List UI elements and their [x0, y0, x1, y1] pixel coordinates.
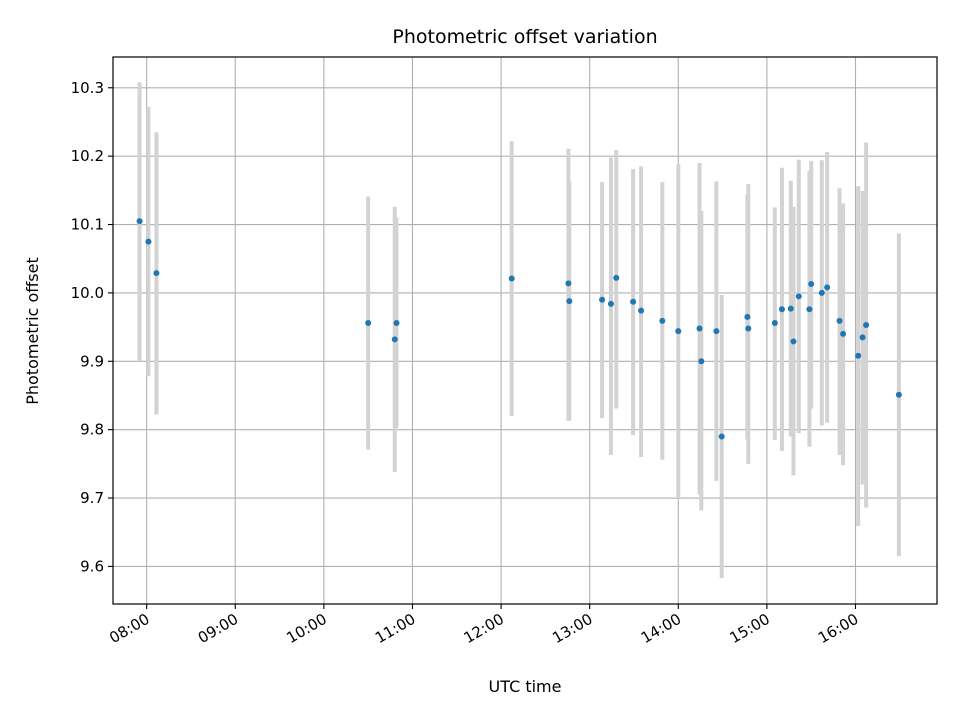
data-point — [630, 298, 637, 305]
y-tick-label: 10.0 — [71, 284, 104, 302]
data-point — [675, 328, 682, 335]
data-point — [698, 358, 705, 365]
data-point — [599, 296, 606, 303]
data-point — [818, 289, 825, 296]
y-tick-label: 10.3 — [71, 79, 104, 97]
y-axis-label: Photometric offset — [23, 257, 42, 405]
data-point — [136, 218, 143, 225]
chart-title: Photometric offset variation — [392, 26, 657, 48]
data-point — [659, 317, 666, 324]
data-point — [607, 300, 614, 307]
data-point — [508, 275, 515, 282]
data-point — [565, 280, 572, 287]
data-point — [778, 306, 785, 313]
data-point — [696, 325, 703, 332]
data-point — [787, 305, 794, 312]
data-point — [824, 284, 831, 291]
data-point — [795, 293, 802, 300]
data-point — [153, 270, 160, 277]
y-axis-ticks: 9.6 9.7 9.8 9.9 10.0 10.1 10.2 10.3 — [71, 79, 113, 575]
data-point — [895, 391, 902, 398]
grid — [113, 57, 937, 604]
data-point — [145, 238, 152, 245]
data-point — [718, 433, 725, 440]
data-point — [365, 319, 372, 326]
data-point — [638, 307, 645, 314]
plot-frame — [112, 56, 938, 605]
data-point — [566, 298, 573, 305]
data-point — [859, 334, 866, 341]
y-tick-label: 10.1 — [71, 216, 104, 234]
data-point — [840, 330, 847, 337]
x-axis-label: UTC time — [489, 677, 562, 696]
data-point — [745, 325, 752, 332]
data-point — [393, 319, 400, 326]
data-point — [771, 319, 778, 326]
y-tick-label: 9.9 — [80, 352, 104, 370]
data-point — [391, 336, 398, 343]
data-point — [790, 338, 797, 345]
data-point — [808, 281, 815, 288]
y-tick-label: 10.2 — [71, 147, 104, 165]
data-point — [713, 328, 720, 335]
data-point — [806, 306, 813, 313]
data-point — [613, 274, 620, 281]
data-point — [744, 313, 751, 320]
y-tick-label: 9.6 — [80, 557, 104, 575]
data-points — [136, 218, 902, 440]
y-tick-label: 9.7 — [80, 489, 104, 507]
data-point — [863, 322, 870, 329]
data-point — [855, 352, 862, 359]
data-point — [836, 317, 843, 324]
y-tick-label: 9.8 — [80, 421, 104, 439]
